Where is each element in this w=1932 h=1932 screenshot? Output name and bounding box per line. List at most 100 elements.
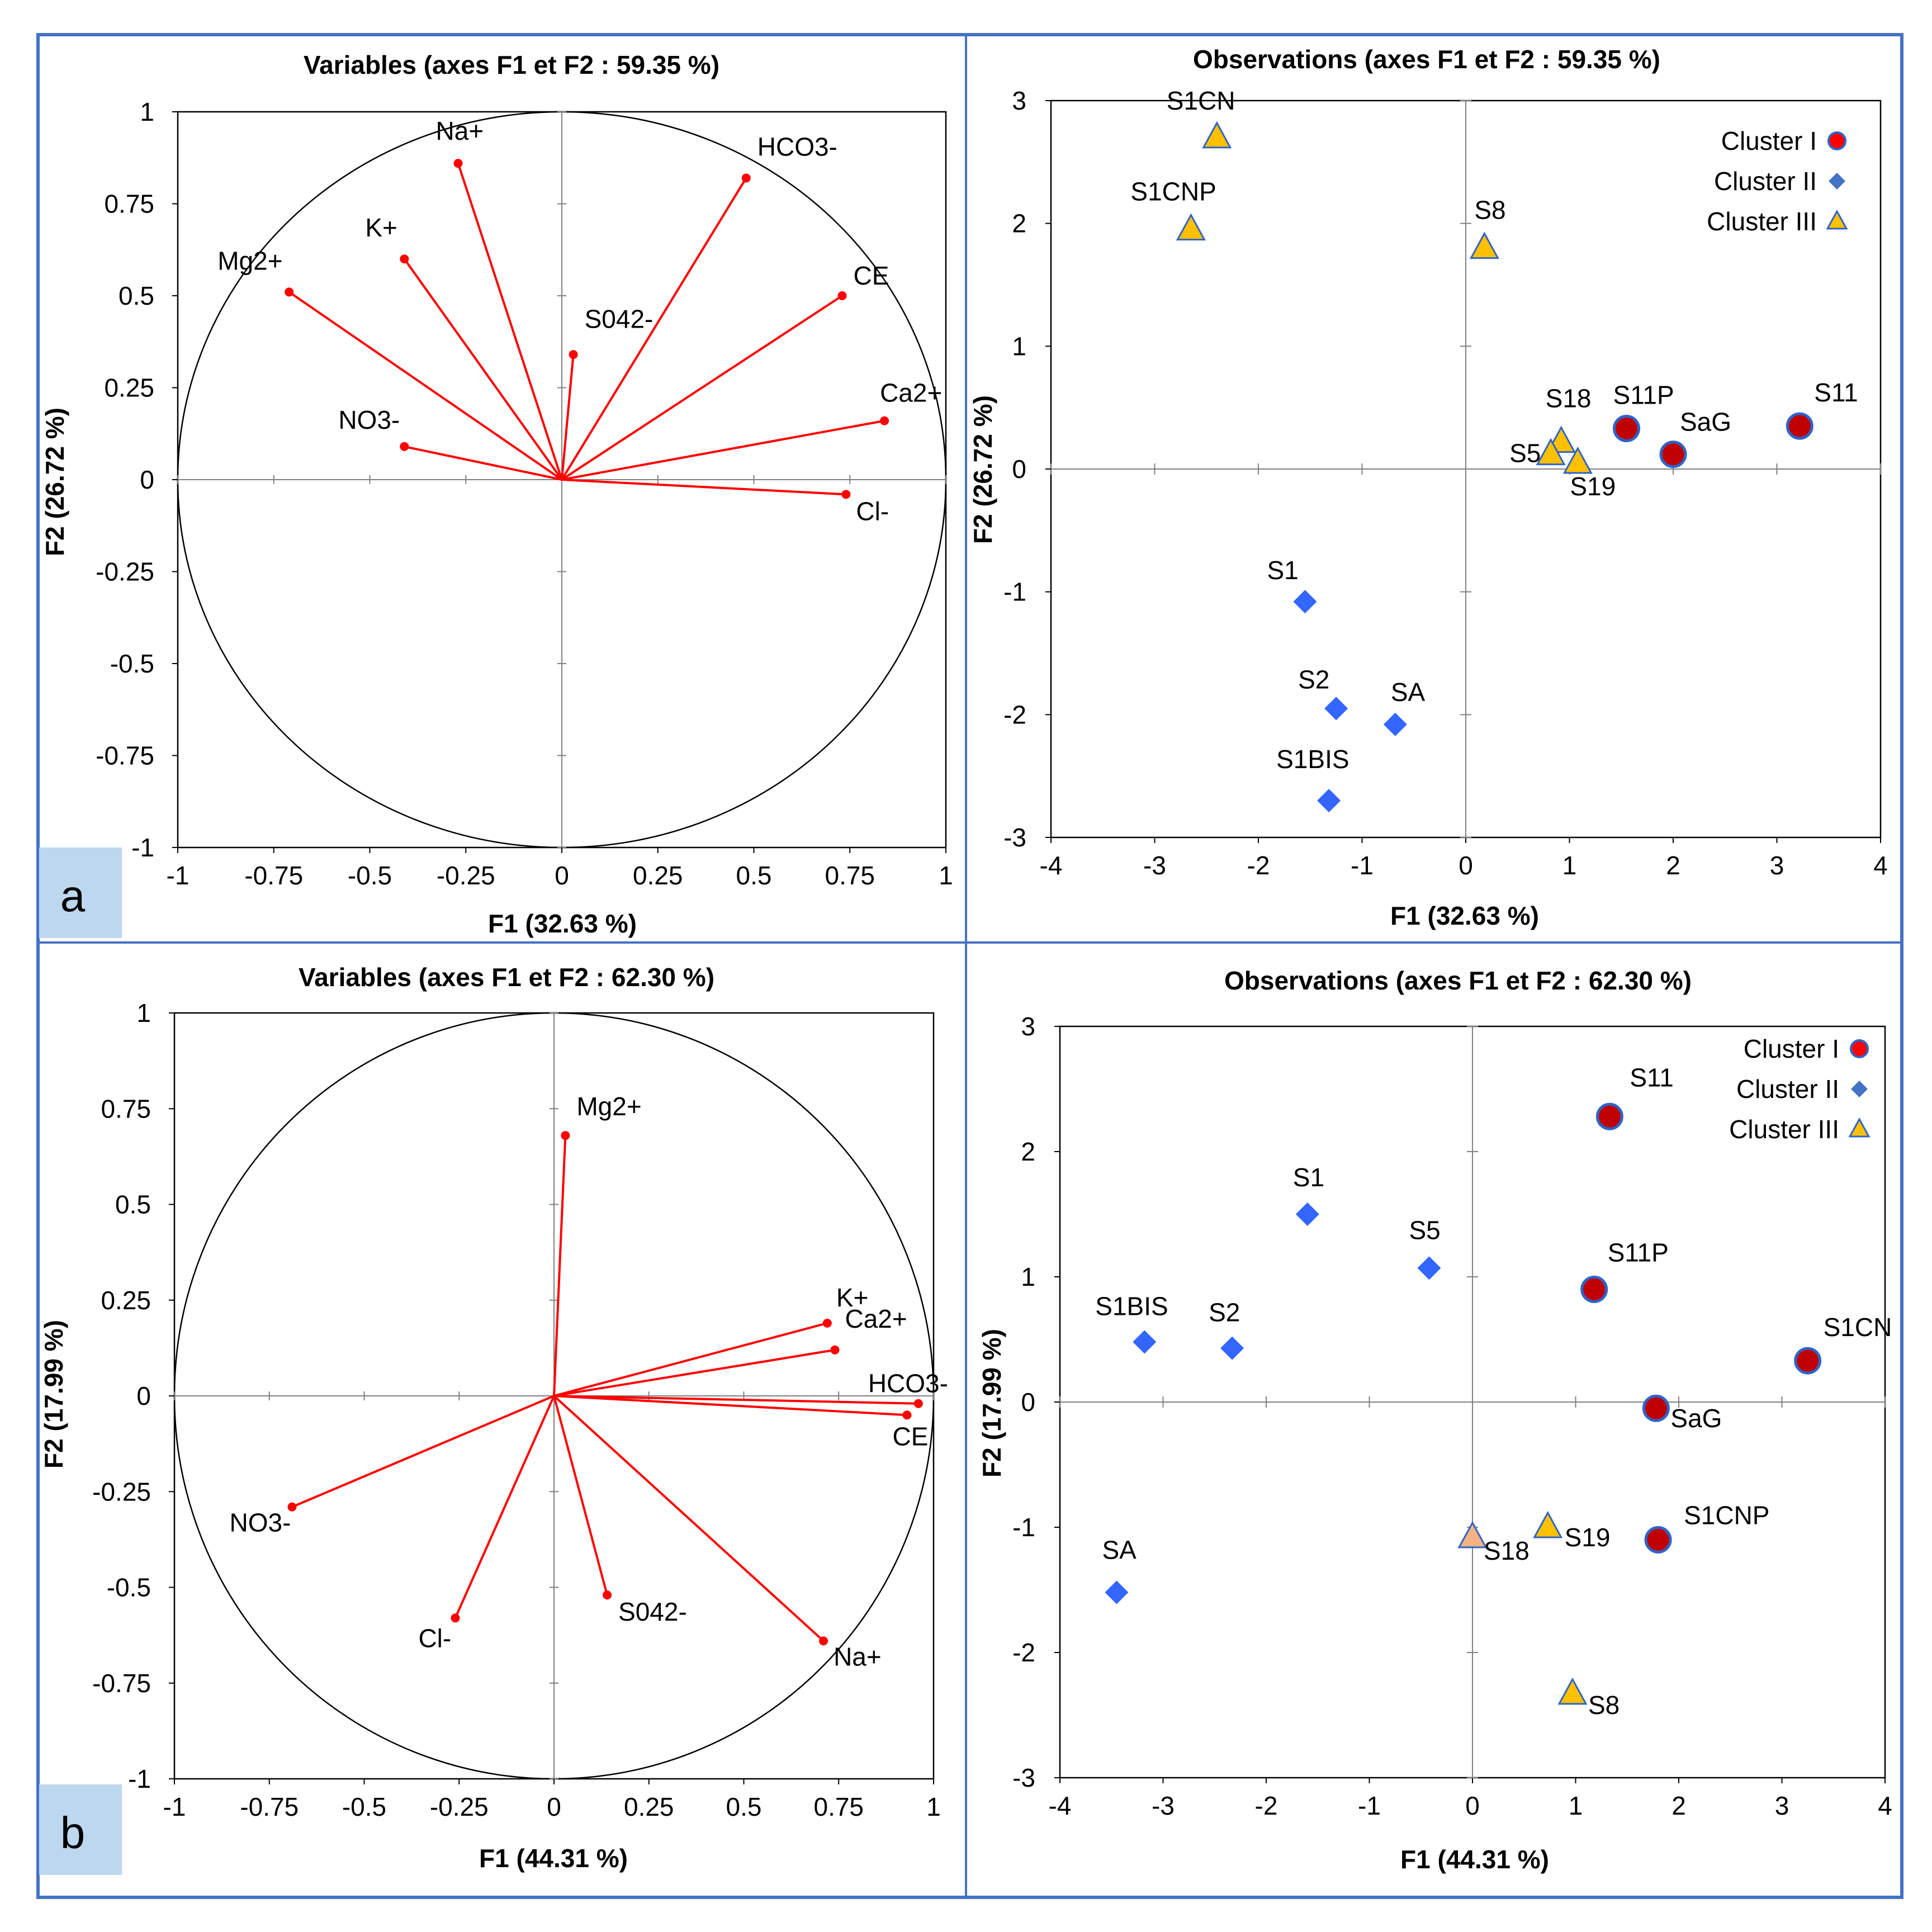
x-tick-label: 4 [1873,851,1888,880]
panel-label: b [60,1808,86,1858]
y-tick-label: 1 [1021,1262,1035,1291]
vector-end-mg2 [285,287,294,297]
legend-marker-cluster-i [1827,131,1846,150]
point-label-s11: S11 [1630,1063,1673,1092]
point-label-s11p: S11P [1608,1238,1669,1267]
x-tick-label: 0.25 [624,1792,674,1821]
vector-no3 [291,1395,555,1508]
vector-label-s042: S042- [618,1597,687,1626]
x-tick-label: 0.25 [633,861,683,890]
point-s18 [1457,1521,1488,1549]
y-axis-title: F2 (26.72 %) [40,408,69,556]
observations-plot: Observations (axes F1 et F2 : 59.35 %) -4… [968,45,1888,930]
vector-label-ca2: Ca2+ [845,1304,907,1333]
x-tick-label: 0.75 [825,861,875,890]
vector-end-ca2 [830,1345,840,1355]
y-tick-label: 0 [136,1381,151,1410]
panel-b: Variables (axes F1 et F2 : 62.30 %)-1-1-… [39,963,1892,1875]
point-label-s5: S5 [1409,1215,1441,1244]
y-tick-label: 3 [1021,1012,1035,1041]
vector-cl [561,479,846,496]
x-tick-label: 0.5 [726,1792,762,1821]
x-tick-label: -4 [1049,1791,1072,1820]
vector-no3 [404,445,562,481]
point-label-sa: SA [1391,678,1426,707]
vector-s042 [553,1395,608,1595]
point-s1cn [1202,121,1232,149]
figure-panels: Variables (axes F1 et F2 : 59.35 %)-1-1-… [39,45,1892,1875]
vector-na [553,1395,825,1642]
legend-marker-cluster-i [1850,1039,1869,1058]
x-tick-label: 3 [1770,851,1784,880]
y-tick-label: -0.75 [96,741,154,770]
y-tick-label: 2 [1021,1137,1035,1166]
y-tick-label: 0.75 [101,1094,151,1123]
y-tick-label: -0.25 [92,1477,151,1506]
point-label-s18: S18 [1484,1536,1530,1565]
vector-ca2 [553,1348,835,1397]
legend-label-cluster-ii: Cluster II [1736,1074,1839,1104]
figure-frames [36,33,1903,1899]
x-tick-label: -1 [163,1792,186,1821]
point-sag [1642,1394,1670,1422]
vector-label-ce: CE [854,261,889,290]
point-label-s8: S8 [1588,1690,1620,1720]
point-label-sa: SA [1102,1535,1137,1564]
y-axis-title: F2 (17.99 %) [39,1320,68,1469]
vector-na [457,163,563,480]
variables-plot: Variables (axes F1 et F2 : 62.30 %) -1 -1 -… [39,963,948,1873]
x-tick-label: -1 [1358,1791,1381,1820]
x-tick-label: -1 [1351,851,1374,880]
vector-label-no3: NO3- [338,405,400,434]
y-tick-label: 0.5 [115,1190,151,1219]
y-tick-label: -1 [1012,1513,1035,1542]
point-sag [1659,441,1687,468]
y-tick-label: -1 [131,833,154,862]
legend-label-cluster-ii: Cluster II [1714,167,1817,196]
vector-mg2 [553,1135,567,1396]
point-s5 [1417,1256,1441,1280]
point-sa [1383,712,1407,736]
panel-label-box [39,1784,122,1875]
outer-frame [36,33,1903,1899]
point-s1cn [1794,1347,1822,1375]
point-label-s1: S1 [1267,556,1298,585]
x-tick-label: 0 [1465,1791,1480,1820]
vector-end-k [822,1318,832,1328]
vector-end-s042 [569,350,578,359]
point-label-s19: S19 [1570,472,1616,501]
x-tick-label: 0 [1459,851,1473,880]
legend: Cluster I Cluster II Cluster III [1729,1034,1871,1144]
y-tick-label: 0.5 [119,281,154,310]
observations-title: Observations (axes F1 et F2 : 59.35 %) [1193,45,1660,74]
y-tick-label: 0.75 [104,190,154,219]
panel-label: a [60,871,86,921]
x-axis-title: F1 (32.63 %) [488,909,637,938]
vector-end-k [400,254,409,264]
point-s2 [1220,1336,1244,1360]
legend-marker-cluster-ii [1829,173,1845,190]
y-tick-label: -1 [1003,577,1026,607]
x-tick-label: -3 [1143,851,1166,880]
y-tick-label: -0.5 [107,1573,151,1602]
vector-label-ca2: Ca2+ [880,378,942,408]
variables-plot: Variables (axes F1 et F2 : 59.35 %) -1 -1 -… [40,50,953,938]
y-tick-label: -0.5 [110,649,154,678]
vector-end-ce [902,1410,912,1420]
vector-label-no3: NO3- [229,1508,291,1537]
vector-label-na: Na+ [834,1642,882,1671]
vector-label-hco3: HCO3- [868,1369,948,1398]
x-tick-label: -1 [167,861,190,890]
y-tick-label: 0 [1012,454,1026,484]
x-tick-label: -0.75 [240,1792,299,1821]
x-tick-label: -4 [1040,851,1063,880]
x-tick-label: -2 [1247,851,1270,880]
vector-hco3 [553,1395,918,1405]
legend-label-cluster-i: Cluster I [1721,126,1817,155]
vector-end-cl [841,490,851,499]
vector-k [553,1322,828,1397]
panel-a: Variables (axes F1 et F2 : 59.35 %)-1-1-… [39,45,1888,938]
point-label-s1bis: S1BIS [1276,745,1349,774]
point-label-s1bis: S1BIS [1095,1291,1168,1320]
